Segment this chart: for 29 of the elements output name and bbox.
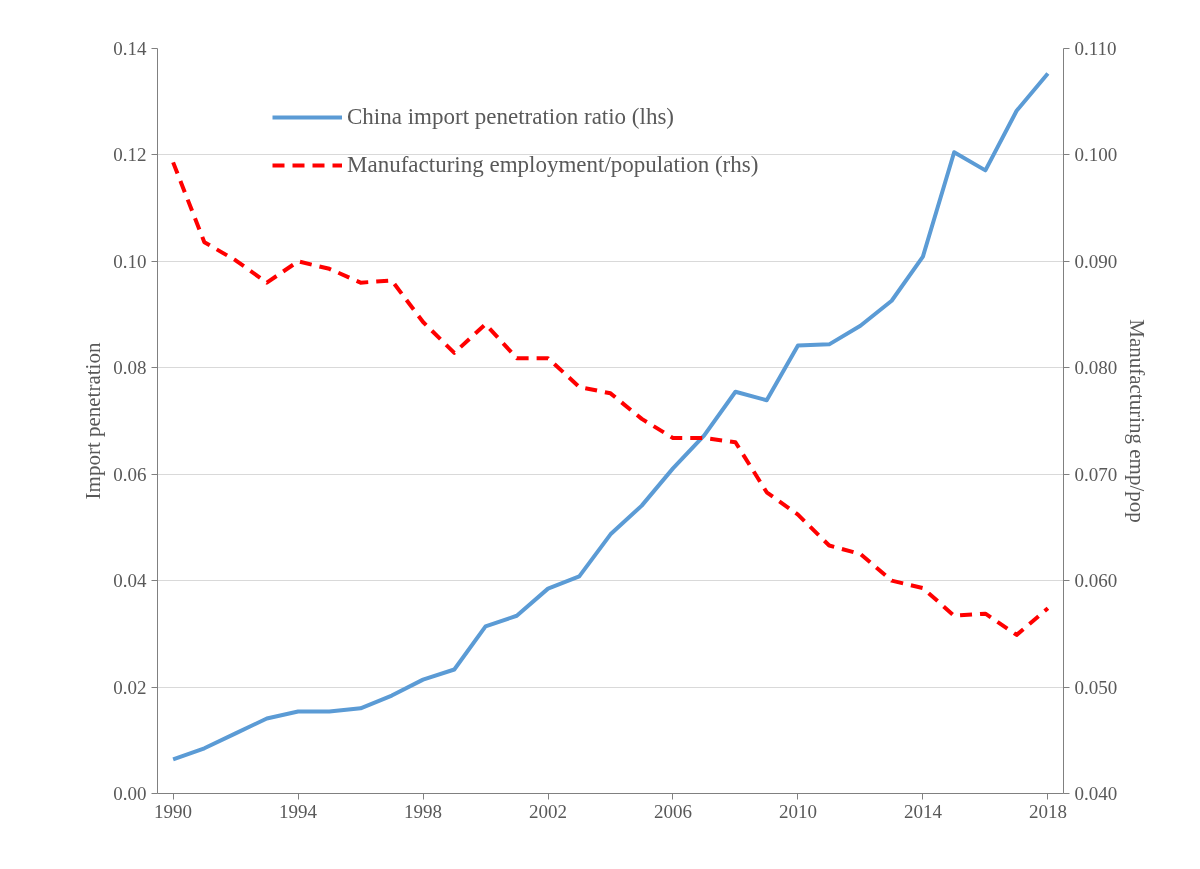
y2-tick-label: 0.070 [1074, 463, 1118, 485]
y-tick-label: 0.00 [113, 783, 147, 804]
y-axis-title: Import penetration [81, 342, 106, 500]
x-tick-label: 2018 [1028, 800, 1067, 822]
y-tick-label: 0.14 [113, 38, 147, 59]
x-tick-label: 2010 [778, 800, 817, 822]
y-tick-label: 0.06 [113, 463, 147, 485]
y-tick-label: 0.08 [113, 357, 147, 379]
x-tick-label: 2014 [903, 800, 943, 822]
y2-tick-label: 0.040 [1074, 783, 1118, 804]
y-tick-label: 0.02 [113, 676, 147, 698]
y2-tick-label: 0.100 [1074, 144, 1118, 166]
y2-tick-label: 0.080 [1074, 357, 1118, 379]
x-tick-label: 1998 [404, 800, 443, 822]
legend-label: Manufacturing employment/population (rhs) [347, 152, 759, 178]
y2-axis-title: Manufacturing emp/pop [1125, 319, 1150, 523]
x-tick-label: 2006 [653, 800, 692, 822]
legend-label: China import penetration ratio (lhs) [347, 104, 675, 130]
y-tick-label: 0.12 [113, 144, 147, 166]
x-tick-label: 1990 [154, 800, 193, 822]
y2-tick-label: 0.060 [1074, 570, 1118, 592]
y2-tick-label: 0.050 [1074, 676, 1118, 698]
y2-tick-label: 0.110 [1074, 38, 1117, 59]
x-tick-label: 1994 [279, 800, 318, 822]
y-tick-label: 0.04 [113, 570, 147, 592]
line-series [171, 71, 1050, 762]
y-tick-label: 0.10 [113, 250, 147, 272]
x-tick-label: 2002 [529, 800, 568, 822]
y2-tick-label: 0.090 [1074, 250, 1118, 272]
